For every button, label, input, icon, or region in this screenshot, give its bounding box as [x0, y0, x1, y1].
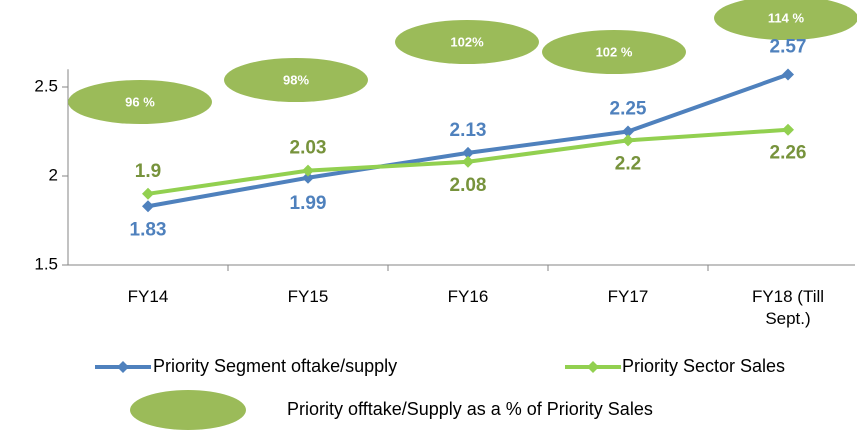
annotation-label: 102 %	[596, 44, 633, 59]
data-label: 2.25	[610, 99, 647, 120]
y-tick-label: 2.5	[34, 76, 58, 95]
legend-label: Priority offtake/Supply as a % of Priori…	[287, 399, 653, 419]
y-tick-label: 2	[49, 165, 58, 184]
x-tick-label: FY14	[127, 287, 169, 306]
marker	[142, 187, 154, 200]
marker	[462, 146, 474, 159]
data-label: 1.99	[290, 193, 327, 214]
marker	[622, 134, 634, 147]
annotation-label: 96 %	[125, 94, 155, 109]
marker	[302, 171, 314, 184]
marker	[462, 155, 474, 168]
data-label: 2.03	[290, 138, 327, 159]
marker	[782, 123, 794, 136]
legend-label: Priority Sector Sales	[622, 356, 785, 376]
annotation-ellipse	[395, 20, 539, 64]
annotation-label: 102%	[450, 34, 484, 49]
annotation-ellipse	[714, 0, 857, 40]
legend-ellipse	[130, 390, 246, 430]
marker	[782, 68, 794, 81]
x-tick-label: FY17	[607, 287, 649, 306]
marker	[302, 164, 314, 177]
data-label: 1.83	[130, 219, 167, 240]
legend-marker	[587, 361, 599, 373]
y-tick-label: 1.5	[34, 254, 58, 273]
data-label: 1.9	[135, 161, 161, 182]
data-label: 2.26	[770, 143, 807, 164]
annotation-ellipse	[542, 30, 686, 74]
annotation-label: 98%	[283, 72, 309, 87]
data-label: 2.08	[450, 175, 487, 196]
x-tick-label: FY18 (Till Sept.)	[751, 287, 825, 328]
x-tick-label: FY15	[287, 287, 329, 306]
legend-marker	[117, 361, 129, 373]
annotation-label: 114 %	[768, 10, 805, 25]
x-tick-label: FY16	[447, 287, 489, 306]
data-label: 2.2	[615, 153, 641, 174]
annotation-ellipse	[68, 80, 212, 124]
legend-label: Priority Segment oftake/supply	[153, 356, 397, 376]
marker	[622, 125, 634, 138]
marker	[142, 200, 154, 213]
data-label: 2.57	[770, 37, 807, 58]
data-label: 2.13	[450, 120, 487, 141]
annotation-ellipse	[224, 58, 368, 102]
